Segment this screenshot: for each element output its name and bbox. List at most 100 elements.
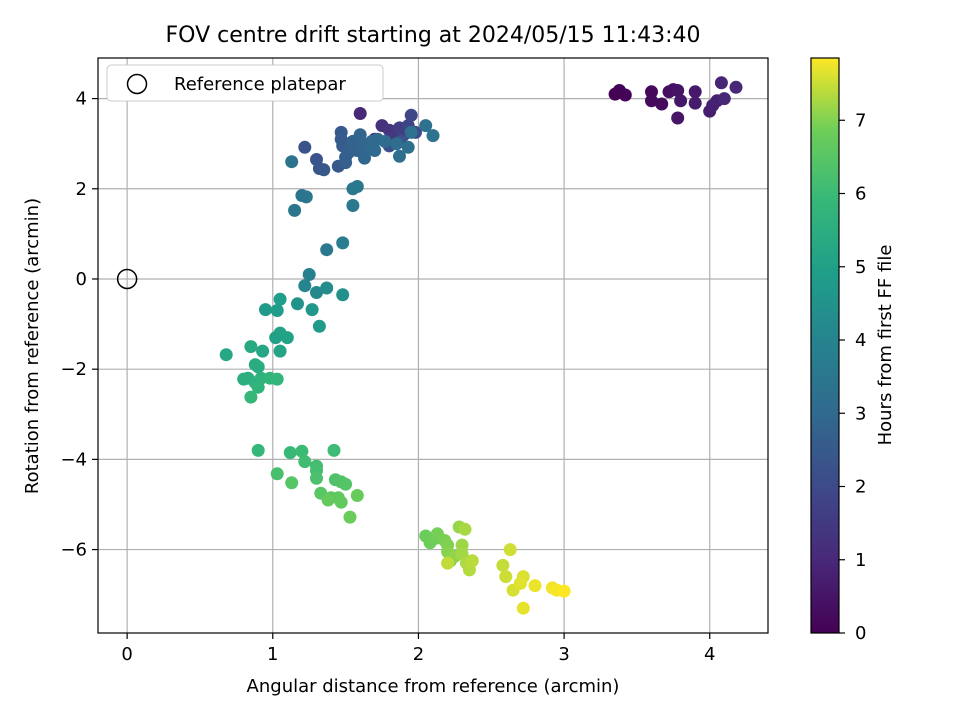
data-point bbox=[251, 380, 265, 394]
data-point bbox=[273, 344, 287, 358]
x-tick-label: 3 bbox=[558, 644, 569, 665]
y-axis-ticks: −6 −4 −2 0 2 4 bbox=[60, 89, 98, 561]
data-point bbox=[336, 288, 350, 302]
data-point bbox=[350, 180, 364, 193]
legend-reference-icon bbox=[126, 73, 148, 95]
colorbar-tick-label: 6 bbox=[855, 184, 866, 205]
data-point bbox=[441, 556, 455, 570]
data-point bbox=[499, 570, 513, 584]
data-point bbox=[244, 390, 258, 404]
x-tick-label: 0 bbox=[121, 644, 132, 665]
data-point bbox=[717, 92, 731, 106]
data-point bbox=[310, 471, 323, 485]
colorbar-tick-label: 1 bbox=[855, 550, 866, 571]
data-point bbox=[688, 85, 702, 99]
data-point bbox=[353, 107, 367, 120]
chart-title: FOV centre drift starting at 2024/05/15 … bbox=[166, 23, 701, 48]
data-point bbox=[336, 236, 350, 250]
data-point bbox=[320, 243, 334, 257]
data-point bbox=[688, 96, 702, 110]
data-point bbox=[419, 119, 433, 133]
data-point bbox=[298, 455, 312, 469]
data-point bbox=[645, 85, 658, 99]
y-tick-label: 4 bbox=[76, 89, 87, 110]
data-point bbox=[310, 286, 323, 299]
colorbar-tick-label: 4 bbox=[855, 330, 866, 351]
data-point bbox=[339, 156, 353, 170]
data-point bbox=[270, 467, 284, 481]
data-point bbox=[458, 522, 472, 536]
colorbar-tick-label: 3 bbox=[855, 403, 866, 424]
colorbar-tick-label: 2 bbox=[855, 477, 866, 498]
data-point bbox=[368, 144, 382, 157]
data-point bbox=[295, 444, 309, 458]
data-point bbox=[404, 108, 418, 122]
data-point bbox=[378, 134, 392, 148]
x-axis-label: Angular distance from reference (arcmin) bbox=[247, 676, 620, 697]
data-point bbox=[327, 443, 341, 457]
data-point bbox=[401, 140, 415, 154]
data-point bbox=[404, 125, 418, 139]
colorbar-tick-label: 5 bbox=[855, 257, 866, 278]
legend: Reference platepar bbox=[106, 64, 384, 102]
y-tick-label: −2 bbox=[60, 359, 87, 380]
data-point bbox=[350, 489, 364, 502]
data-point bbox=[321, 493, 335, 507]
data-point bbox=[298, 279, 312, 293]
legend-entry-label: Reference platepar bbox=[174, 74, 346, 95]
data-point bbox=[334, 495, 348, 509]
data-point bbox=[557, 584, 571, 598]
data-point bbox=[259, 303, 272, 317]
data-point bbox=[674, 94, 688, 108]
colorbar-ticks: 0 1 2 3 4 5 6 7 bbox=[839, 110, 866, 644]
data-point bbox=[305, 303, 319, 317]
data-point bbox=[393, 149, 406, 163]
x-tick-label: 2 bbox=[413, 644, 424, 665]
data-point bbox=[390, 137, 404, 151]
data-point bbox=[339, 477, 353, 491]
data-point bbox=[237, 372, 251, 386]
y-tick-label: 2 bbox=[76, 179, 87, 200]
colorbar-gradient bbox=[810, 57, 840, 634]
y-tick-label: −4 bbox=[60, 449, 87, 470]
data-point bbox=[618, 88, 632, 102]
data-point bbox=[270, 372, 284, 386]
data-point bbox=[645, 94, 658, 108]
data-point bbox=[496, 558, 510, 572]
data-point bbox=[729, 80, 743, 94]
colorbar: 0 1 2 3 4 5 6 7 Hours from first FF file bbox=[810, 57, 896, 644]
data-point bbox=[285, 476, 299, 490]
data-point bbox=[256, 344, 270, 358]
data-point bbox=[516, 601, 530, 615]
data-point bbox=[312, 319, 326, 333]
data-point bbox=[283, 446, 297, 460]
data-point bbox=[503, 543, 517, 557]
data-point bbox=[302, 268, 316, 281]
data-point bbox=[273, 292, 287, 306]
data-point bbox=[320, 281, 334, 295]
data-point bbox=[298, 140, 312, 154]
data-point bbox=[219, 348, 233, 362]
data-point bbox=[291, 297, 304, 311]
data-point bbox=[671, 84, 685, 97]
legend-box bbox=[106, 64, 384, 102]
data-point bbox=[528, 579, 542, 593]
plot-frame bbox=[97, 57, 769, 634]
data-point bbox=[513, 576, 527, 590]
y-axis-label: Rotation from reference (arcmin) bbox=[22, 198, 43, 494]
data-point bbox=[317, 163, 331, 177]
data-point bbox=[280, 331, 294, 345]
data-point bbox=[244, 340, 258, 354]
data-point bbox=[346, 199, 360, 212]
x-tick-label: 4 bbox=[704, 644, 715, 665]
y-tick-label: −6 bbox=[60, 540, 87, 561]
data-point bbox=[343, 510, 357, 524]
colorbar-label: Hours from first FF file bbox=[875, 245, 896, 446]
data-point bbox=[426, 129, 440, 143]
data-point bbox=[655, 97, 669, 111]
data-point bbox=[251, 443, 265, 457]
data-point bbox=[358, 151, 371, 165]
data-point bbox=[270, 304, 284, 317]
